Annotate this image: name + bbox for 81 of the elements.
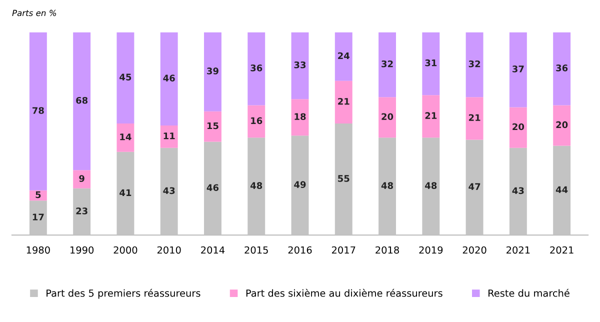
bar [378,97,396,138]
bar [160,32,178,126]
x-tick-label: 2015 [244,246,268,254]
data-label: 21 [338,98,350,105]
data-label: 47 [468,183,480,190]
legend-label: Part des 5 premiers réassureurs [46,288,200,299]
bar [466,32,484,98]
data-label: 48 [425,182,437,189]
x-tick-label: 2017 [332,246,356,254]
data-label: 33 [294,61,306,68]
data-label: 37 [512,66,524,72]
data-label: 46 [163,74,175,82]
data-label: 23 [76,208,88,214]
bar [116,32,134,124]
x-tick-label: 2020 [462,246,486,254]
data-label: 21 [468,114,480,121]
data-label: 20 [382,113,394,120]
data-label: 68 [76,96,88,104]
data-label: 78 [32,107,44,114]
bar [422,95,440,138]
data-label: 36 [250,64,262,72]
bar [553,32,571,106]
data-label: 20 [556,121,568,128]
bar [422,32,440,96]
data-label: 45 [120,74,132,80]
bar [29,32,47,190]
x-tick-label: 1980 [26,246,50,254]
data-label: 16 [251,117,262,124]
data-label: 43 [512,187,524,194]
bar [204,32,222,112]
bar [291,32,309,100]
x-tick-label: 1990 [70,246,94,254]
bar [553,105,571,146]
data-label: 49 [294,181,306,188]
data-label: 48 [250,182,262,189]
data-label: 43 [163,187,175,194]
legend-label: Reste du marché [488,288,570,297]
bar [204,111,222,142]
bar [73,32,91,170]
data-label: 20 [512,123,524,130]
bar [509,107,527,148]
data-label: 55 [338,175,350,182]
data-label: 39 [207,68,218,74]
data-label: 41 [120,189,132,196]
bar [291,99,309,136]
x-tick-label: 2016 [288,246,312,254]
x-tick-label: 2000 [114,246,138,254]
data-label: 46 [206,184,219,192]
bar [466,97,484,140]
chart-subtitle: Parts en % [12,10,56,16]
x-tick-label: 2021 [506,246,530,254]
bar [116,123,134,152]
data-label: 32 [468,60,480,68]
data-label: 48 [381,182,393,189]
data-label: 32 [382,60,393,68]
x-tick-label: 2018 [376,246,399,254]
bar [378,32,396,98]
data-label: 5 [36,191,41,198]
data-label: 18 [294,113,306,120]
data-label: 44 [556,186,568,193]
data-label: 17 [32,214,44,220]
bar [73,170,91,188]
x-tick-label: 2014 [201,246,225,254]
bar [248,32,266,106]
bar [160,126,178,148]
x-tick-label: 2019 [419,246,443,254]
x-tick-label: 2021 [550,246,574,254]
data-label: 36 [556,64,568,72]
data-label: 21 [425,112,437,119]
bar [334,32,352,81]
data-label: 15 [207,122,218,130]
data-label: 24 [338,52,350,60]
data-label: 14 [120,134,132,140]
x-tick-label: 2010 [157,246,181,254]
legend-label: Part des sixième au dixième réassureurs [246,288,442,297]
data-label: 31 [425,59,437,66]
bar [334,80,352,124]
bar [509,32,527,108]
data-label: 9 [79,175,84,182]
data-label: 11 [164,132,175,140]
bar [248,105,266,138]
